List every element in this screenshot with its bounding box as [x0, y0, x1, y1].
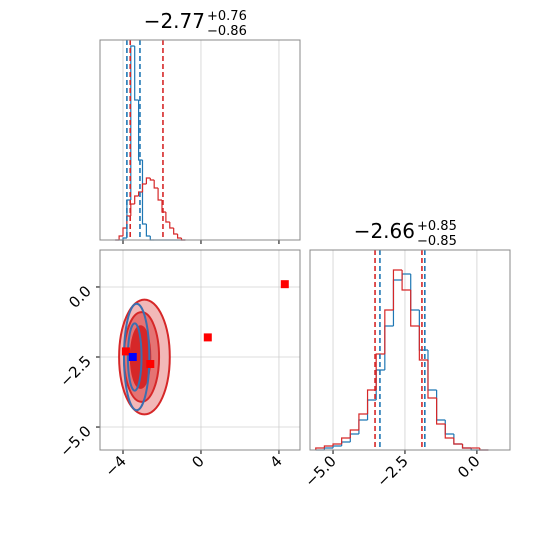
- axes-frame: [99, 39, 301, 241]
- histogram-step: [392, 279, 403, 326]
- marker: [203, 333, 212, 342]
- y-tick-label: −2.5: [56, 352, 94, 390]
- histogram-step: [137, 191, 143, 196]
- histogram-step: [418, 326, 428, 361]
- x-tick-label: −2.5: [373, 452, 411, 490]
- histogram-step: [165, 212, 170, 223]
- histogram-step: [332, 445, 342, 448]
- histogram-step: [461, 444, 472, 449]
- contour: [122, 302, 151, 412]
- histogram-step: [130, 203, 135, 216]
- histogram-step: [444, 420, 454, 435]
- histogram-step: [315, 447, 325, 450]
- title-upper-error: +0.85: [417, 219, 457, 234]
- histogram-step: [427, 360, 437, 399]
- histogram-step: [384, 325, 394, 370]
- histogram-step: [418, 310, 428, 351]
- histogram-step: [173, 228, 178, 235]
- histogram-step: [401, 270, 411, 291]
- histogram-step: [141, 160, 147, 225]
- histogram-step: [358, 413, 368, 430]
- title-lower-error: −0.86: [207, 24, 247, 39]
- marker: [128, 353, 137, 362]
- x-tick-label: 0: [188, 452, 207, 471]
- histogram-step: [134, 195, 139, 204]
- title-value: −2.77: [144, 9, 205, 33]
- histogram-step: [145, 224, 151, 237]
- x-tick-label: −5.0: [301, 452, 339, 490]
- title-lower-error: −0.85: [417, 234, 457, 249]
- histogram-step: [323, 445, 334, 448]
- histogram-step: [332, 443, 342, 446]
- histogram-step: [134, 46, 139, 101]
- x-tick-label: 0.0: [454, 452, 484, 482]
- title-upper-error: +0.76: [207, 9, 247, 24]
- histogram-step: [122, 237, 127, 240]
- histogram-step: [375, 353, 385, 390]
- x-tick-label: 4: [266, 452, 285, 471]
- histogram-step: [358, 419, 368, 434]
- histogram-step: [427, 350, 437, 391]
- histogram-step: [453, 434, 463, 445]
- y-tick-label: −5.0: [56, 422, 94, 460]
- histogram-step: [349, 429, 359, 438]
- histogram-step: [392, 269, 403, 310]
- histogram-step: [410, 274, 420, 311]
- histogram-step: [349, 433, 359, 442]
- histogram-step: [149, 236, 155, 241]
- histogram-step: [436, 398, 446, 425]
- title-value: −2.66: [354, 219, 415, 243]
- histogram-step: [444, 424, 454, 439]
- marker: [280, 280, 289, 289]
- axes-frame: [99, 249, 301, 451]
- histogram-step: [141, 183, 147, 192]
- axes-frame: [309, 249, 511, 451]
- histogram-step: [169, 222, 174, 229]
- histogram-step: [153, 180, 159, 189]
- histogram-step: [118, 235, 124, 240]
- histogram-step: [176, 234, 182, 239]
- histogram-step: [161, 200, 166, 213]
- histogram-step: [384, 309, 394, 354]
- histogram-step: [341, 437, 351, 444]
- histogram-step: [157, 188, 162, 201]
- histogram-step: [341, 441, 351, 446]
- contour: [126, 322, 143, 392]
- histogram-step: [401, 273, 411, 280]
- marker: [146, 360, 155, 369]
- y-tick-label: 0.0: [65, 282, 95, 312]
- histogram-step: [366, 389, 377, 414]
- x-tick-label: −4: [101, 452, 129, 480]
- marker: [121, 347, 130, 356]
- histogram-step: [122, 227, 127, 236]
- histogram-step: [145, 177, 151, 184]
- histogram-step: [410, 290, 420, 327]
- histogram-step: [453, 438, 463, 445]
- histogram-step: [436, 390, 446, 421]
- histogram-step: [137, 100, 143, 161]
- histogram-step: [149, 178, 155, 181]
